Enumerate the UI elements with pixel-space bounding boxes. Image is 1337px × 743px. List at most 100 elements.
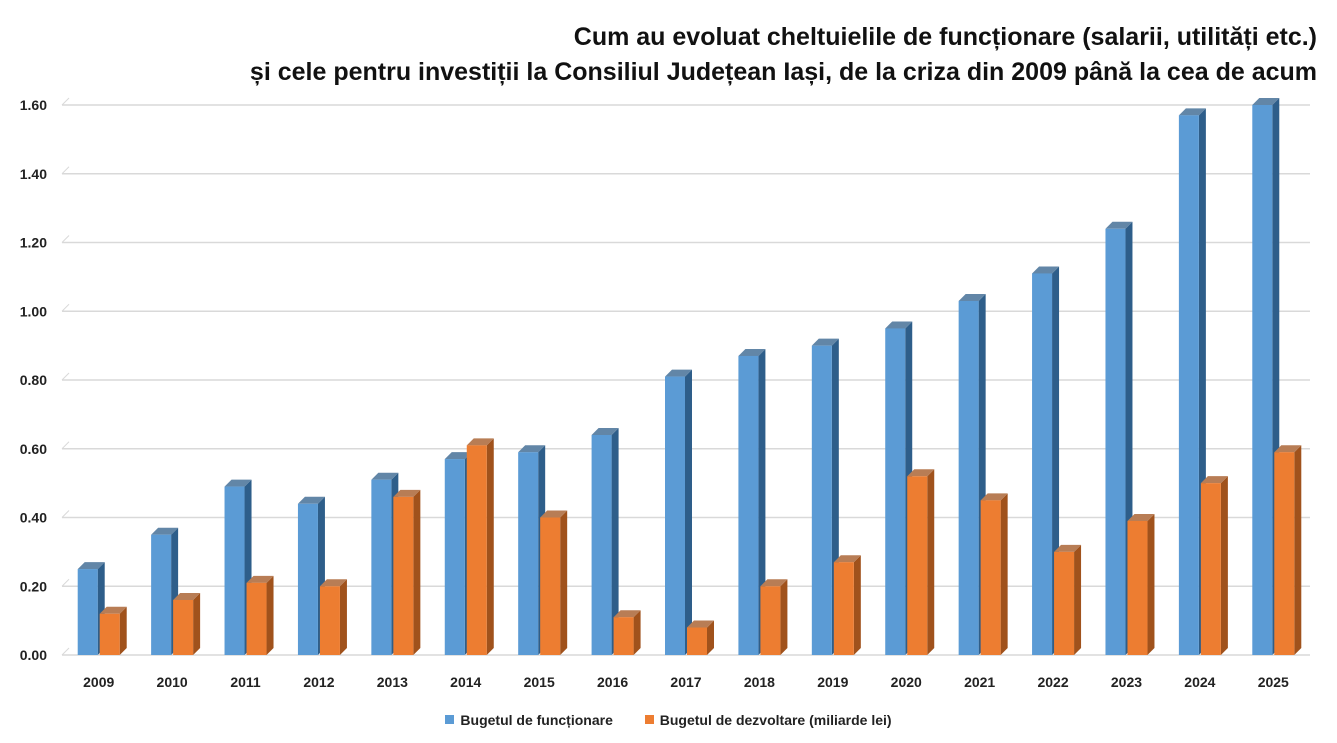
bar-top xyxy=(224,479,252,487)
bar-dezvoltare xyxy=(1274,445,1302,655)
bar-front xyxy=(173,600,194,655)
bar-top xyxy=(1252,98,1280,105)
bar-side xyxy=(685,369,692,655)
y-tick-label: 0.60 xyxy=(20,441,47,457)
bar-front xyxy=(1054,551,1075,655)
bar-front xyxy=(1200,483,1221,655)
gridline-depth xyxy=(61,372,70,381)
bar-top xyxy=(833,555,861,563)
gridline-depth xyxy=(61,578,70,587)
x-tick-label: 2018 xyxy=(744,674,775,690)
bar-top xyxy=(518,445,546,453)
x-tick-label: 2010 xyxy=(157,674,188,690)
bar-top xyxy=(958,293,986,301)
x-tick-label: 2020 xyxy=(891,674,922,690)
bar-side xyxy=(339,579,347,655)
bar-side xyxy=(560,510,568,655)
bar-front xyxy=(319,586,340,655)
bar-side xyxy=(1000,493,1008,655)
x-tick-label: 2014 xyxy=(450,674,481,690)
bar-side xyxy=(633,610,641,655)
bar-top xyxy=(1127,513,1155,521)
bar-side xyxy=(758,348,766,655)
bar-top xyxy=(885,321,913,329)
x-axis: 2009 2010 2011 2012 2013 2014 2015 2016 2017 2018… xyxy=(83,674,1289,690)
bar-front xyxy=(371,479,392,655)
x-tick-label: 2015 xyxy=(524,674,555,690)
bar-front xyxy=(907,476,928,655)
bar-top xyxy=(980,493,1008,501)
bar-side xyxy=(611,428,619,655)
bar-side xyxy=(1294,445,1302,655)
x-tick-label: 2019 xyxy=(817,674,848,690)
bar-front xyxy=(1178,115,1199,655)
bar-top xyxy=(1200,476,1228,484)
bar-top xyxy=(319,579,347,587)
gridline-depth xyxy=(61,441,70,450)
bar-top xyxy=(371,472,399,480)
bar-front xyxy=(591,435,612,655)
x-tick-label: 2023 xyxy=(1111,674,1142,690)
y-tick-label: 0.00 xyxy=(20,647,47,663)
y-axis: 0.00 0.20 0.40 0.60 0.80 1.00 1.20 1.40 1.60 xyxy=(20,97,47,663)
bar-front xyxy=(811,345,832,655)
bar-side xyxy=(1147,513,1155,655)
legend-swatch-dezvoltare xyxy=(644,715,654,724)
bar-dezvoltare xyxy=(319,579,347,655)
bar-dezvoltare xyxy=(246,575,274,655)
bar-front xyxy=(1274,452,1295,655)
bar-front xyxy=(297,503,318,655)
x-tick-label: 2012 xyxy=(303,674,334,690)
bar-top xyxy=(173,593,201,600)
legend-item-dezvoltare: Bugetul de dezvoltare (miliarde lei) xyxy=(644,711,892,728)
bar-dezvoltare xyxy=(907,469,935,655)
x-tick-label: 2024 xyxy=(1184,674,1215,690)
bar-dezvoltare xyxy=(1200,476,1228,655)
y-tick-label: 0.40 xyxy=(20,510,47,526)
chart-title: Cum au evoluat cheltuielile de funcționa… xyxy=(250,20,1317,90)
bar-side xyxy=(486,438,494,655)
bar-front xyxy=(1105,228,1126,655)
bar-top xyxy=(1274,445,1302,453)
bar-top xyxy=(591,428,619,435)
bar-top xyxy=(151,527,179,535)
y-tick-label: 1.00 xyxy=(20,303,47,319)
bar-functionare xyxy=(591,428,619,655)
bar-front xyxy=(444,459,465,655)
y-tick-label: 0.20 xyxy=(20,578,47,594)
x-tick-label: 2016 xyxy=(597,674,628,690)
bar-front xyxy=(613,617,634,655)
bar-dezvoltare xyxy=(760,579,788,655)
bar-front xyxy=(885,328,906,655)
bar-front xyxy=(1127,520,1148,655)
bar-front xyxy=(833,562,854,655)
bar-dezvoltare xyxy=(393,489,421,655)
y-tick-label: 1.20 xyxy=(20,235,47,251)
bar-front xyxy=(99,613,120,655)
bar-functionare xyxy=(77,562,105,655)
gridline-depth xyxy=(61,510,70,518)
bar-top xyxy=(665,369,692,377)
bar-side xyxy=(707,620,714,655)
bar-dezvoltare xyxy=(99,606,127,655)
bar-dezvoltare xyxy=(980,493,1008,655)
bar-top xyxy=(466,438,494,446)
bar-top xyxy=(99,606,127,614)
legend-label-dezvoltare: Bugetul de dezvoltare (miliarde lei) xyxy=(659,711,892,728)
bar-side xyxy=(853,555,861,655)
bar-top xyxy=(907,469,935,477)
bar-dezvoltare xyxy=(1127,513,1155,655)
gridline-depth xyxy=(61,166,70,175)
bar-side xyxy=(193,593,201,655)
bar-top xyxy=(1178,108,1206,116)
bar-top xyxy=(613,610,641,618)
bar-side xyxy=(780,579,788,655)
bar-dezvoltare xyxy=(540,510,568,655)
y-tick-label: 0.80 xyxy=(20,372,47,388)
bar-front xyxy=(393,496,414,655)
bar-side xyxy=(927,469,935,655)
legend-label-functionare: Bugetul de funcționare xyxy=(460,711,613,728)
legend-swatch-functionare xyxy=(445,715,455,724)
x-tick-label: 2022 xyxy=(1037,674,1068,690)
bar-top xyxy=(540,510,568,518)
